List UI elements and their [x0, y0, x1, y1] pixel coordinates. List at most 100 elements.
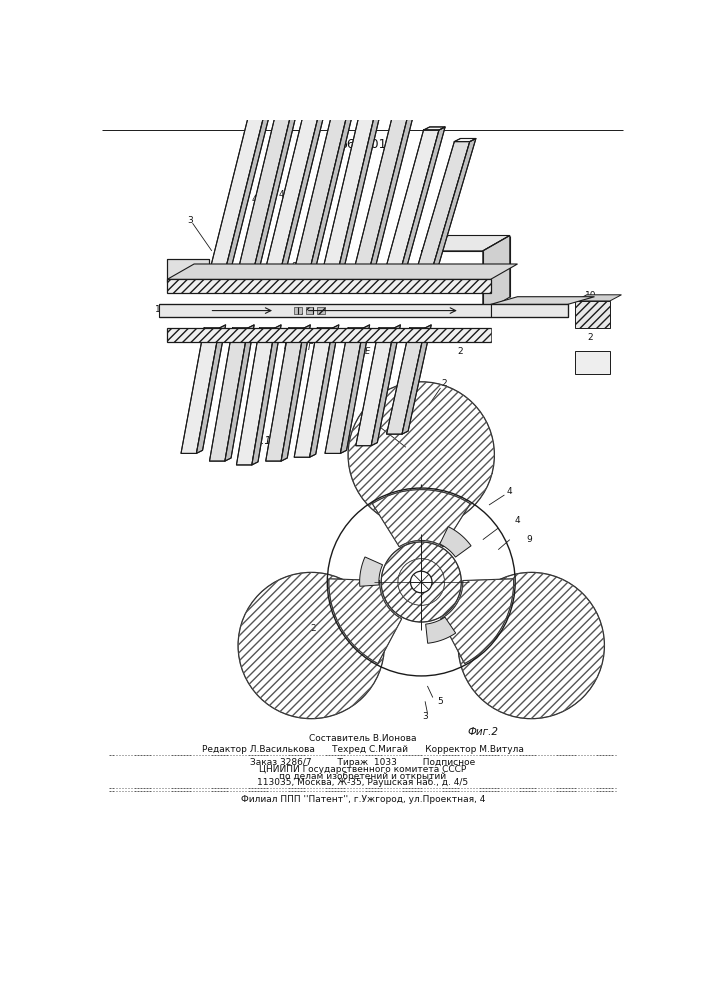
Text: А-А: А-А	[465, 463, 485, 473]
Text: 9: 9	[312, 266, 317, 275]
Text: 667301: 667301	[339, 138, 387, 151]
Polygon shape	[204, 115, 264, 293]
Polygon shape	[317, 103, 378, 293]
Polygon shape	[181, 328, 219, 453]
Polygon shape	[348, 115, 408, 293]
Polygon shape	[395, 127, 445, 293]
Text: 10: 10	[585, 291, 597, 300]
Text: 9: 9	[526, 535, 532, 544]
Text: 4: 4	[507, 487, 513, 496]
Polygon shape	[167, 328, 491, 342]
Polygon shape	[249, 112, 270, 115]
Text: 7: 7	[518, 304, 524, 313]
Text: А: А	[327, 347, 333, 356]
Polygon shape	[491, 297, 595, 304]
Polygon shape	[167, 264, 518, 279]
Text: 10: 10	[402, 266, 413, 275]
Text: Редактор Л.Василькова      Техред С.Мигай      Корректор М.Витула: Редактор Л.Василькова Техред С.Мигай Кор…	[201, 745, 524, 754]
Polygon shape	[233, 107, 293, 293]
Text: Г: Г	[327, 262, 331, 271]
Polygon shape	[387, 328, 425, 434]
Polygon shape	[167, 279, 491, 293]
Polygon shape	[371, 325, 400, 446]
Text: 2: 2	[457, 347, 462, 356]
Text: Д: Д	[342, 263, 349, 272]
Text: 2: 2	[310, 624, 316, 633]
Text: б: б	[365, 310, 370, 319]
Polygon shape	[329, 579, 402, 664]
Polygon shape	[575, 301, 610, 328]
Text: Заказ 3286/7         Тираж  1033         Подписное: Заказ 3286/7 Тираж 1033 Подписное	[250, 758, 475, 767]
Text: Составитель В.Ионова: Составитель В.Ионова	[309, 734, 416, 743]
Polygon shape	[393, 112, 414, 115]
Text: 1: 1	[395, 533, 401, 542]
Circle shape	[238, 572, 385, 719]
Text: Б: Б	[268, 275, 274, 284]
Polygon shape	[340, 325, 370, 453]
Text: Б: Б	[284, 342, 289, 351]
Polygon shape	[356, 328, 395, 446]
Polygon shape	[409, 142, 469, 293]
Polygon shape	[334, 104, 355, 107]
Polygon shape	[373, 490, 470, 547]
Polygon shape	[304, 108, 326, 111]
Polygon shape	[423, 127, 445, 130]
Polygon shape	[440, 527, 471, 557]
Polygon shape	[379, 130, 439, 293]
Text: 4: 4	[226, 198, 232, 207]
Polygon shape	[259, 111, 320, 293]
Polygon shape	[209, 328, 248, 461]
Polygon shape	[219, 112, 270, 293]
Text: Б: Б	[218, 337, 224, 346]
Polygon shape	[248, 104, 299, 293]
Text: Е: Е	[365, 347, 370, 356]
Polygon shape	[275, 108, 326, 293]
Polygon shape	[225, 325, 254, 461]
Polygon shape	[440, 579, 513, 664]
Polygon shape	[236, 328, 275, 465]
Circle shape	[348, 382, 494, 528]
Text: 4: 4	[515, 516, 520, 525]
Polygon shape	[575, 351, 610, 374]
Text: 4: 4	[279, 190, 284, 199]
Text: 6: 6	[242, 262, 247, 271]
Text: 1: 1	[155, 305, 160, 314]
Circle shape	[458, 572, 604, 719]
Circle shape	[398, 559, 444, 605]
Polygon shape	[363, 112, 414, 293]
Polygon shape	[197, 325, 226, 453]
Polygon shape	[425, 138, 476, 293]
Polygon shape	[317, 307, 325, 314]
Text: В: В	[208, 333, 214, 342]
Circle shape	[411, 571, 432, 593]
Text: Фиг.2: Фиг.2	[467, 727, 498, 737]
Text: 5: 5	[257, 342, 262, 351]
Polygon shape	[310, 325, 339, 457]
Polygon shape	[483, 235, 510, 312]
Polygon shape	[333, 100, 383, 293]
Text: 5: 5	[438, 697, 443, 706]
Text: 5: 5	[241, 339, 247, 348]
Polygon shape	[421, 235, 510, 251]
Polygon shape	[304, 104, 355, 293]
Polygon shape	[426, 617, 456, 643]
Polygon shape	[288, 107, 349, 293]
Polygon shape	[362, 100, 383, 103]
Text: 2: 2	[442, 379, 447, 388]
Text: 3: 3	[372, 420, 378, 429]
Polygon shape	[491, 304, 568, 317]
Text: 1: 1	[189, 335, 195, 344]
Polygon shape	[360, 557, 382, 586]
Polygon shape	[281, 325, 310, 461]
Text: 2: 2	[588, 333, 593, 342]
Text: по делам изобретений и открытий: по делам изобретений и открытий	[279, 772, 446, 781]
Polygon shape	[325, 328, 363, 453]
Text: 3: 3	[422, 712, 428, 721]
Text: ЦНИИПИ Государственного комитета СССР: ЦНИИПИ Государственного комитета СССР	[259, 765, 467, 774]
Circle shape	[381, 542, 461, 622]
Text: Филиал ППП ''Патент'', г.Ужгород, ул.Проектная, 4: Филиал ППП ''Патент'', г.Ужгород, ул.Про…	[240, 795, 485, 804]
Text: 113035, Москва, Ж-35, Раушская наб., д. 4/5: 113035, Москва, Ж-35, Раушская наб., д. …	[257, 778, 468, 787]
Polygon shape	[294, 328, 333, 457]
Text: 8: 8	[291, 262, 297, 271]
Polygon shape	[160, 304, 491, 317]
